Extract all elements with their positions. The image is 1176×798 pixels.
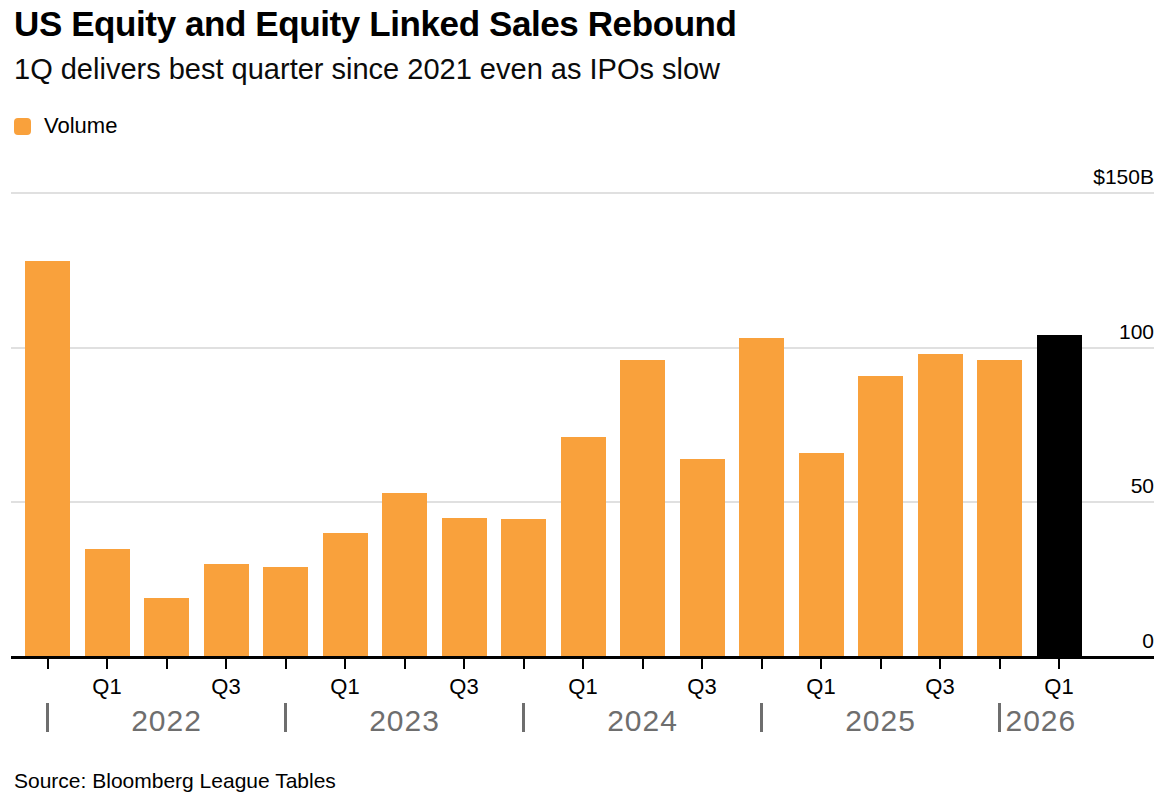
- x-axis-label-q3-bar11: Q3: [667, 674, 737, 700]
- x-tick-q4-2023: [523, 659, 525, 669]
- year-label-2024: 2024: [573, 704, 713, 738]
- x-tick-q3-2024: [701, 659, 703, 669]
- bar-q1-2023: [323, 533, 368, 657]
- x-axis-label-q1-bar17: Q1: [1024, 674, 1094, 700]
- bar-q4-2024: [739, 338, 784, 657]
- bar-q4-2023: [501, 519, 546, 657]
- x-tick-q4-2025: [999, 659, 1001, 669]
- x-tick-q1-2023: [344, 659, 346, 669]
- chart-page: US Equity and Equity Linked Sales Reboun…: [0, 0, 1176, 798]
- x-axis-label-q1-bar9: Q1: [548, 674, 618, 700]
- source-note: Source: Bloomberg League Tables: [14, 769, 336, 793]
- x-tick-q2-2025: [880, 659, 882, 669]
- x-tick-q1-2026: [1058, 659, 1060, 669]
- x-tick-q4-2024: [761, 659, 763, 669]
- bar-q2-2024: [620, 360, 665, 657]
- bar-q3-2023: [442, 518, 487, 657]
- y-axis-label-50: 50: [1014, 474, 1154, 498]
- x-tick-q3-2025: [939, 659, 941, 669]
- bar-chart-plot-area: $150B 100 50 0 Q1 Q3 Q1 Q3 Q1 Q3 Q1 Q3 Q1 2022 2023 202…: [0, 0, 1176, 798]
- bar-q2-2025: [858, 376, 903, 657]
- year-label-2022: 2022: [97, 704, 237, 738]
- bar-q1-2025: [799, 453, 844, 657]
- x-axis-label-q3-bar3: Q3: [191, 674, 261, 700]
- year-separator-2025: [760, 703, 763, 732]
- year-separator-2022: [46, 703, 49, 732]
- bar-q4-2022: [263, 567, 308, 657]
- bar-q1-2024: [561, 437, 606, 657]
- x-tick-q1-2024: [582, 659, 584, 669]
- gridline-150: [11, 192, 1154, 194]
- x-axis-label-q1-bar13: Q1: [786, 674, 856, 700]
- year-separator-2023: [284, 703, 287, 732]
- bar-q4-2025: [977, 360, 1022, 657]
- x-tick-q2-2023: [404, 659, 406, 669]
- x-tick-q4-2021: [47, 659, 49, 669]
- year-separator-2026: [998, 703, 1001, 732]
- bar-q3-2024: [680, 459, 725, 657]
- bar-q1-2026: [1037, 335, 1082, 657]
- x-axis-label-q3-bar15: Q3: [905, 674, 975, 700]
- year-label-2025: 2025: [811, 704, 951, 738]
- y-axis-label-0: 0: [1014, 629, 1154, 653]
- y-axis-label-150: $150B: [1014, 165, 1154, 189]
- bar-q1-2022: [85, 549, 130, 657]
- x-tick-q4-2022: [285, 659, 287, 669]
- x-axis-label-q1-bar5: Q1: [310, 674, 380, 700]
- year-label-2023: 2023: [335, 704, 475, 738]
- y-axis-label-100: 100: [1014, 320, 1154, 344]
- gridline-100: [11, 347, 1154, 349]
- x-tick-q1-2022: [106, 659, 108, 669]
- bar-q3-2025: [918, 354, 963, 657]
- year-separator-2024: [522, 703, 525, 732]
- bar-q2-2023: [382, 493, 427, 657]
- x-tick-q1-2025: [820, 659, 822, 669]
- year-label-2026: 2026: [1006, 704, 1077, 738]
- x-axis-label-q1-bar1: Q1: [72, 674, 142, 700]
- bar-q2-2022: [144, 598, 189, 657]
- x-axis-label-q3-bar7: Q3: [429, 674, 499, 700]
- x-tick-q3-2023: [463, 659, 465, 669]
- x-tick-q3-2022: [225, 659, 227, 669]
- bar-q4-2021: [25, 261, 70, 657]
- x-tick-q2-2022: [166, 659, 168, 669]
- x-tick-q2-2024: [642, 659, 644, 669]
- bar-q3-2022: [204, 564, 249, 657]
